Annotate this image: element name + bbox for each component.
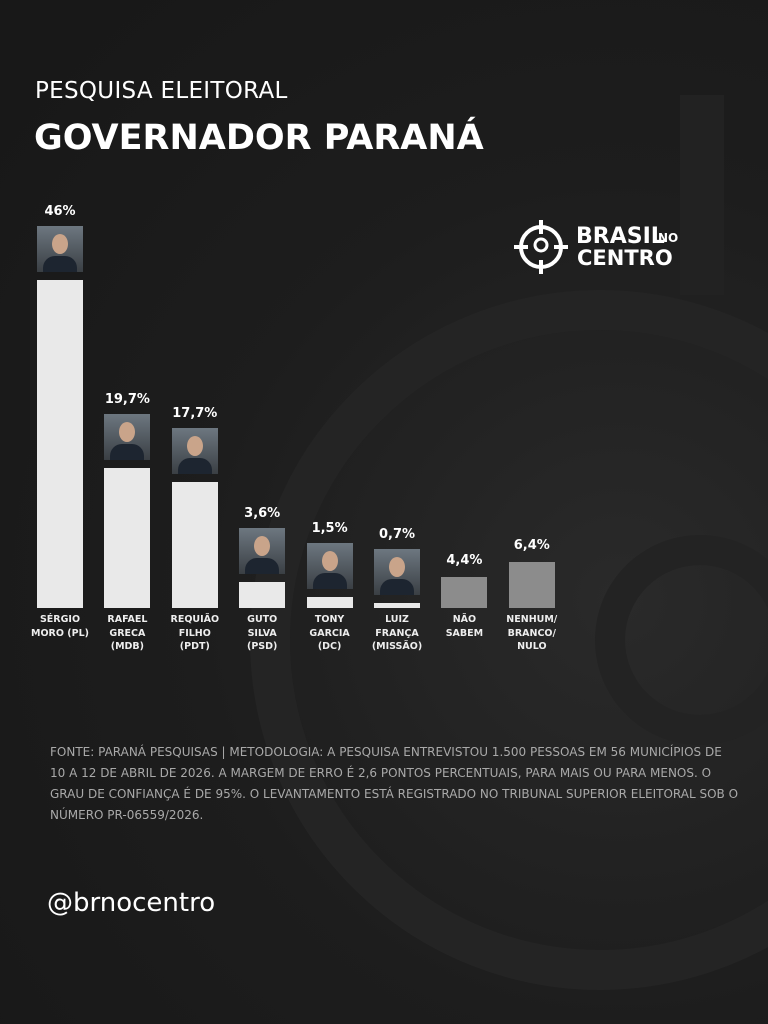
candidate-photo	[306, 543, 353, 590]
category-label: SÉRGIO MORO (PL)	[31, 614, 89, 639]
subtitle: PESQUISA ELEITORAL	[35, 78, 288, 104]
bar	[441, 576, 488, 608]
bar	[239, 582, 286, 608]
value-label: 46%	[44, 204, 76, 220]
bar	[508, 562, 555, 608]
logo-icon	[514, 220, 568, 274]
candidate-photo	[104, 413, 151, 460]
logo-text: NO	[658, 231, 679, 245]
bar	[171, 481, 218, 608]
candidate-photo	[374, 549, 420, 595]
bar	[374, 603, 420, 608]
value-label: 1,5%	[311, 521, 348, 537]
candidate-photo	[37, 226, 83, 273]
logo-text: BRASIL	[576, 224, 665, 249]
value-label: 17,7%	[172, 405, 218, 421]
category-label: LUIZ FRANÇA (MISSÃO)	[371, 614, 423, 652]
chart: 46% SÉRGIO MORO (PL) 19,7% RAFAEL GRECA (MD…	[31, 204, 558, 652]
bar	[37, 280, 83, 608]
value-label: 3,6%	[244, 506, 281, 522]
title: GOVERNADOR PARANÁ	[34, 118, 484, 158]
value-label: 4,4%	[446, 552, 483, 568]
category-label: REQUIÃO FILHO (PDT)	[170, 614, 220, 652]
category-label: NENHUM/ BRANCO/ NULO	[506, 614, 558, 652]
value-label: 6,4%	[513, 538, 550, 554]
category-label: TONY GARCIA (DC)	[309, 614, 350, 652]
handle: @brnocentro	[47, 888, 216, 918]
category-label: RAFAEL GRECA (MDB)	[107, 614, 148, 652]
source-note: FONTE: PARANÁ PESQUISAS | METODOLOGIA: A…	[50, 745, 739, 822]
bar	[306, 597, 353, 608]
category-label: GUTO SILVA (PSD)	[247, 614, 278, 652]
candidate-photo	[171, 427, 218, 474]
category-label: NÃO SABEM	[445, 614, 484, 639]
value-label: 19,7%	[104, 391, 150, 407]
value-label: 0,7%	[378, 527, 416, 542]
bar	[104, 467, 151, 608]
logo-text: CENTRO	[577, 246, 673, 270]
candidate-photo	[239, 528, 286, 575]
